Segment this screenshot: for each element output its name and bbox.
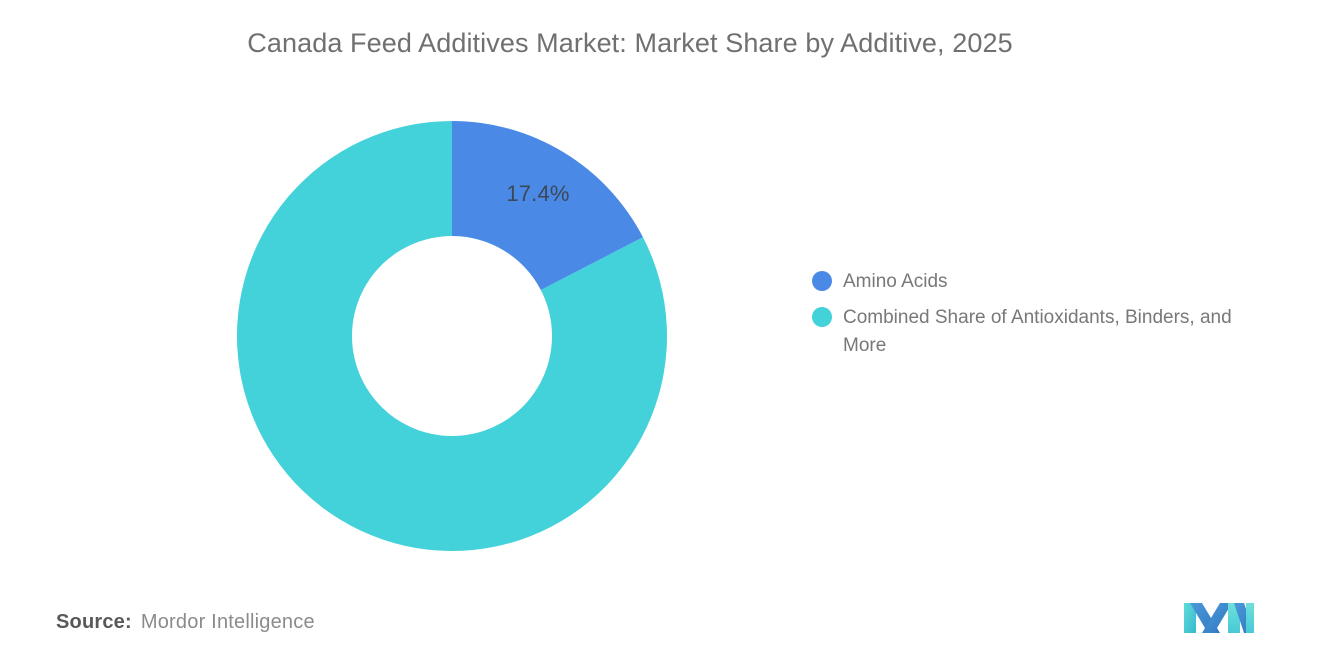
source-value: Mordor Intelligence	[140, 611, 315, 633]
chart-legend: Amino Acids Combined Share of Antioxidan…	[812, 268, 1282, 368]
source-attribution: Source: Mordor Intelligence	[56, 611, 315, 634]
legend-item-combined-share[interactable]: Combined Share of Antioxidants, Binders,…	[812, 304, 1282, 360]
source-label: Source:	[56, 611, 132, 633]
legend-label-amino-acids: Amino Acids	[843, 271, 948, 292]
slice-value-label-amino-acids: 17.4%	[506, 180, 570, 206]
mordor-intelligence-logo-icon	[1184, 603, 1254, 633]
legend-swatch-icon-amino-acids	[812, 271, 832, 291]
legend-label-combined-share: Combined Share of Antioxidants, Binders,…	[843, 307, 1232, 356]
legend-item-amino-acids[interactable]: Amino Acids	[812, 268, 1282, 296]
donut-slice-amino-acids[interactable]	[452, 121, 643, 291]
page-title: Canada Feed Additives Market: Market Sha…	[247, 28, 1013, 58]
donut-chart-svg	[237, 121, 667, 551]
legend-swatch-icon-combined-share	[812, 307, 832, 327]
donut-chart-plot-area: 17.4%	[237, 121, 667, 551]
donut-slice-combined-share[interactable]	[237, 121, 667, 551]
